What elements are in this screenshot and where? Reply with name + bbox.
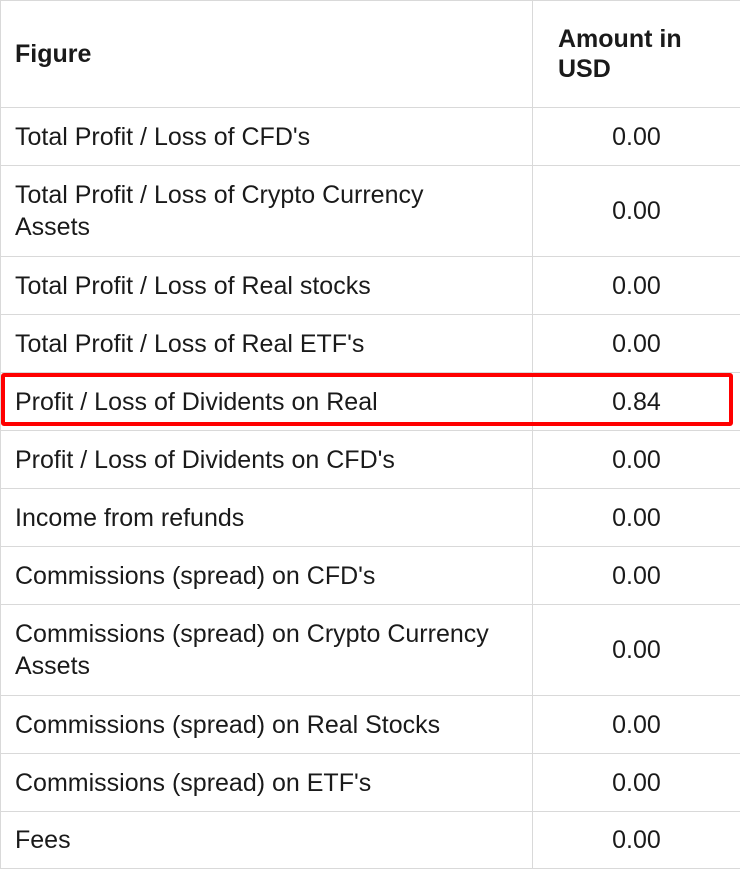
amount-cell: 0.84	[532, 372, 740, 431]
amount-cell: 0.00	[532, 546, 740, 605]
amount-cell: 0.00	[532, 256, 740, 315]
figure-cell: Total Profit / Loss of Crypto Currency A…	[0, 165, 533, 257]
amount-cell: 0.00	[532, 107, 740, 166]
figure-cell: Commissions (spread) on Crypto Currency …	[0, 604, 533, 696]
figure-cell: Total Profit / Loss of CFD's	[0, 107, 533, 166]
figure-cell: Total Profit / Loss of Real stocks	[0, 256, 533, 315]
column-header-amount: Amount in USD	[532, 0, 740, 108]
table-row: Income from refunds 0.00	[0, 488, 740, 547]
figure-cell: Fees	[0, 811, 533, 869]
figure-cell: Profit / Loss of Dividents on CFD's	[0, 430, 533, 489]
amount-cell: 0.00	[532, 165, 740, 257]
figure-cell: Commissions (spread) on ETF's	[0, 753, 533, 812]
table-row: Total Profit / Loss of Real stocks 0.00	[0, 256, 740, 315]
table-row: Total Profit / Loss of Real ETF's 0.00	[0, 314, 740, 373]
table-row: Fees 0.00	[0, 811, 740, 869]
table-row: Commissions (spread) on ETF's 0.00	[0, 753, 740, 812]
table-row: Total Profit / Loss of CFD's 0.00	[0, 107, 740, 166]
table-header-row: Figure Amount in USD	[0, 0, 740, 108]
table-row: Commissions (spread) on Crypto Currency …	[0, 604, 740, 696]
table-row: Total Profit / Loss of Crypto Currency A…	[0, 165, 740, 257]
table-row: Commissions (spread) on CFD's 0.00	[0, 546, 740, 605]
amount-cell: 0.00	[532, 604, 740, 696]
figure-cell: Income from refunds	[0, 488, 533, 547]
amount-cell: 0.00	[532, 488, 740, 547]
amount-cell: 0.00	[532, 811, 740, 869]
amount-cell: 0.00	[532, 695, 740, 754]
table-row: Commissions (spread) on Real Stocks 0.00	[0, 695, 740, 754]
amount-cell: 0.00	[532, 430, 740, 489]
figure-cell: Commissions (spread) on CFD's	[0, 546, 533, 605]
table-row: Profit / Loss of Dividents on CFD's 0.00	[0, 430, 740, 489]
figure-cell: Profit / Loss of Dividents on Real	[0, 372, 533, 431]
figure-cell: Commissions (spread) on Real Stocks	[0, 695, 533, 754]
amount-cell: 0.00	[532, 753, 740, 812]
column-header-figure: Figure	[0, 0, 533, 108]
figure-cell: Total Profit / Loss of Real ETF's	[0, 314, 533, 373]
amount-cell: 0.00	[532, 314, 740, 373]
table-row-highlighted: Profit / Loss of Dividents on Real 0.84	[0, 372, 740, 431]
